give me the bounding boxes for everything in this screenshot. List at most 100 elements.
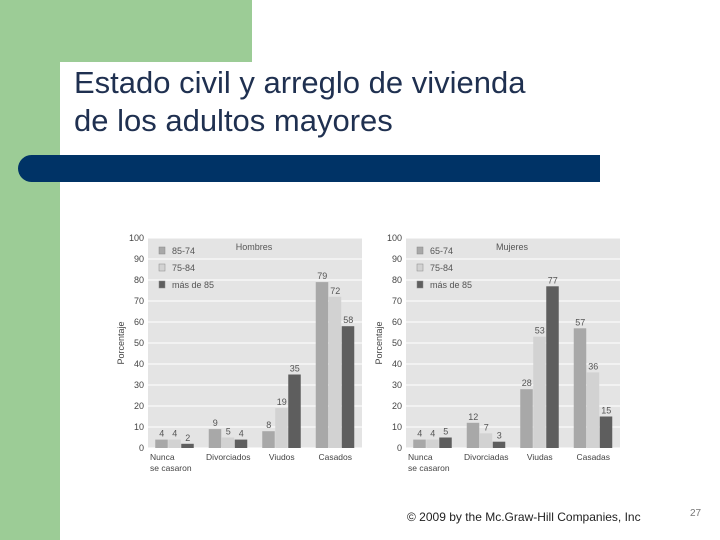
left-accent-band	[0, 0, 60, 540]
y-tick-label: 20	[392, 401, 402, 411]
bar	[599, 416, 613, 448]
bar	[221, 437, 235, 448]
bar	[341, 326, 355, 448]
legend-label: 75-84	[430, 263, 453, 273]
bar	[426, 439, 439, 448]
bar-value-label: 4	[172, 429, 177, 439]
y-axis-title: Porcentaje	[374, 321, 384, 364]
bar-value-label: 2	[185, 433, 190, 443]
x-category-label: Nunca	[150, 452, 175, 462]
legend-swatch	[416, 246, 424, 255]
y-tick-label: 100	[129, 233, 144, 243]
y-tick-label: 50	[392, 338, 402, 348]
y-tick-label: 70	[392, 296, 402, 306]
chart-svg: 0 10 20 30 40 50 60 70 80 90 100 Porcentaje Mujeres 6…	[374, 233, 620, 473]
chart-hombres: 0 10 20 30 40 50 60 70 80 90 100 Porcentaje Hombres 8…	[112, 228, 364, 483]
legend-label: más de 85	[430, 280, 472, 290]
y-tick-label: 0	[139, 443, 144, 453]
bar	[586, 372, 600, 448]
bar	[479, 433, 493, 448]
bar-value-label: 3	[497, 431, 502, 441]
bar	[492, 441, 506, 448]
bar	[573, 328, 587, 448]
bar	[413, 439, 426, 448]
bar-value-label: 53	[535, 326, 545, 336]
bar	[520, 389, 533, 448]
y-tick-label: 100	[387, 233, 402, 243]
bar	[262, 431, 275, 448]
bar-value-label: 79	[317, 271, 327, 281]
bar-value-label: 72	[330, 286, 340, 296]
copyright-footer: © 2009 by the Mc.Graw-Hill Companies, In…	[407, 510, 641, 524]
y-tick-label: 40	[392, 359, 402, 369]
y-tick-label: 60	[134, 317, 144, 327]
legend-label: 75-84	[172, 263, 195, 273]
bar-value-label: 35	[290, 364, 300, 374]
bar-value-label: 4	[159, 429, 164, 439]
y-tick-label: 40	[134, 359, 144, 369]
bar	[546, 286, 559, 448]
y-axis-title: Porcentaje	[116, 321, 126, 364]
x-category-label: Divorciadas	[464, 452, 508, 462]
chart-title: Hombres	[236, 242, 273, 252]
y-tick-label: 90	[134, 254, 144, 264]
bar-value-label: 8	[266, 420, 271, 430]
bar-value-label: 4	[430, 429, 435, 439]
slide-title: Estado civil y arreglo de vivienda de lo…	[74, 64, 525, 140]
bar-value-label: 28	[522, 378, 532, 388]
y-tick-label: 70	[134, 296, 144, 306]
bar-value-label: 5	[226, 427, 231, 437]
bar	[155, 439, 168, 448]
x-category-label: Casadas	[576, 452, 610, 462]
page-number: 27	[690, 508, 702, 519]
bar-value-label: 57	[575, 317, 585, 327]
bar-value-label: 12	[468, 412, 478, 422]
bar	[533, 336, 546, 448]
bar	[168, 439, 181, 448]
y-tick-label: 20	[134, 401, 144, 411]
x-category-label: Viudas	[527, 452, 553, 462]
y-tick-label: 30	[134, 380, 144, 390]
bar-value-label: 15	[601, 406, 611, 416]
bar-value-label: 9	[213, 418, 218, 428]
legend-label: 65-74	[430, 246, 453, 256]
bar-value-label: 4	[417, 429, 422, 439]
chart-title: Mujeres	[496, 242, 529, 252]
bar-value-label: 5	[443, 427, 448, 437]
bar	[181, 443, 194, 448]
bar	[208, 429, 222, 448]
legend-swatch	[158, 263, 166, 272]
y-tick-label: 0	[397, 443, 402, 453]
bar-value-label: 7	[484, 422, 489, 432]
legend-swatch	[158, 280, 166, 289]
y-tick-label: 30	[392, 380, 402, 390]
title-divider-bar	[18, 155, 600, 182]
y-tick-label: 50	[134, 338, 144, 348]
chart-svg: 0 10 20 30 40 50 60 70 80 90 100 Porcentaje Hombres 8…	[116, 233, 362, 473]
y-tick-label: 90	[392, 254, 402, 264]
bar	[439, 437, 452, 448]
bar	[234, 439, 248, 448]
x-category-label: se casaron	[408, 463, 450, 473]
legend-swatch	[416, 263, 424, 272]
bar	[288, 374, 301, 448]
y-tick-label: 80	[392, 275, 402, 285]
y-tick-label: 10	[392, 422, 402, 432]
top-accent-band	[0, 0, 252, 62]
bar-value-label: 36	[588, 361, 598, 371]
x-category-label: Divorciados	[206, 452, 250, 462]
x-category-label: Nunca	[408, 452, 433, 462]
bar-value-label: 4	[239, 429, 244, 439]
legend-swatch	[416, 280, 424, 289]
slide-title-line-2: de los adultos mayores	[74, 103, 393, 138]
x-category-label: Viudos	[269, 452, 295, 462]
bar	[328, 296, 342, 448]
x-category-label: se casaron	[150, 463, 192, 473]
title-panel	[60, 62, 720, 158]
legend-swatch	[158, 246, 166, 255]
y-tick-label: 10	[134, 422, 144, 432]
chart-mujeres: 0 10 20 30 40 50 60 70 80 90 100 Porcentaje Mujeres 6…	[370, 228, 622, 483]
bar-value-label: 19	[277, 397, 287, 407]
x-category-label: Casados	[318, 452, 352, 462]
bar	[275, 408, 288, 448]
